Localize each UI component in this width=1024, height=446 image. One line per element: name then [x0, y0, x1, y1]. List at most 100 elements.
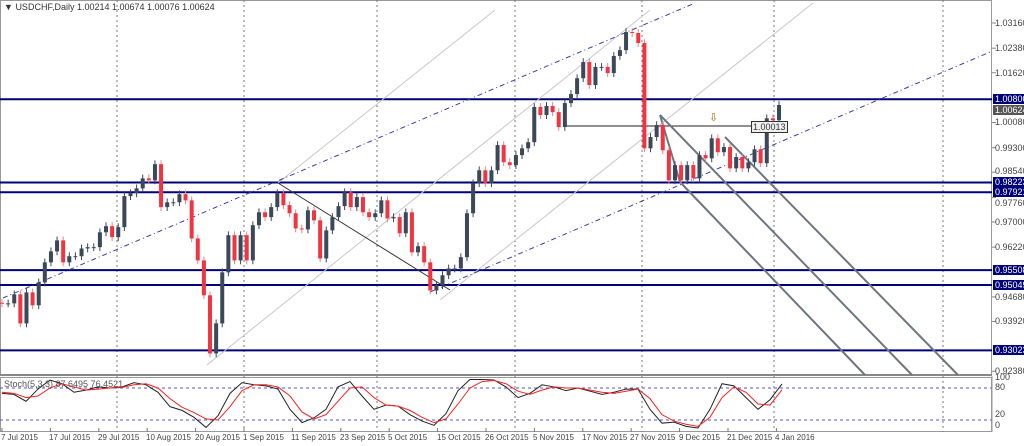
bull-candle [464, 213, 469, 258]
bear-candle [0, 302, 4, 304]
price-chart [0, 0, 996, 376]
bull-candle [12, 294, 17, 304]
bear-candle [232, 235, 237, 261]
date-label: 15 Oct 2015 [437, 433, 481, 442]
symbol-title: USDCHF,Daily [15, 2, 75, 12]
date-label: 26 Oct 2015 [485, 433, 529, 442]
bull-candle [446, 268, 451, 276]
date-label: 23 Sep 2015 [340, 433, 386, 442]
current-price-label: 1.00624 [993, 105, 1024, 115]
lower-channel-line [429, 51, 991, 293]
bull-candle [104, 226, 109, 233]
parallel-line [439, 2, 814, 301]
bull-candle [79, 248, 84, 257]
stoch-tick-label: 80 [995, 382, 1006, 392]
bull-candle [97, 232, 102, 248]
bull-candle [458, 257, 463, 269]
bull-candle [36, 282, 41, 306]
date-label: 5 Oct 2015 [388, 433, 428, 442]
bull-candle [330, 217, 335, 231]
bull-candle [434, 285, 439, 291]
bull-candle [624, 32, 629, 51]
bear-candle [728, 147, 733, 169]
bull-candle [256, 212, 261, 226]
bull-candle [777, 105, 781, 121]
bear-candle [189, 200, 194, 239]
bear-candle [501, 145, 506, 163]
bull-candle [67, 256, 72, 263]
bull-candle [416, 246, 421, 253]
bear-candle [636, 33, 641, 44]
bull-candle [746, 162, 751, 169]
bull-candle [214, 323, 219, 354]
bull-candle [122, 196, 127, 228]
level-price-label: 0.95049 [993, 280, 1024, 290]
pitchfork-line [659, 114, 913, 376]
bear-candle [110, 226, 115, 238]
bull-candle [520, 148, 525, 156]
bull-candle [177, 194, 182, 203]
y-tick-label: 1.02380 [995, 43, 1024, 53]
chart-title: ▼ USDCHF,Daily 1.00214 1.00674 1.00076 1… [4, 2, 215, 12]
bull-candle [73, 256, 78, 258]
date-label: 21 Dec 2015 [727, 433, 773, 442]
bear-candle [281, 193, 286, 206]
bull-candle [55, 240, 60, 252]
bull-candle [697, 155, 702, 179]
date-label: 29 Jul 2015 [98, 433, 140, 442]
bear-candle [201, 260, 206, 296]
bull-candle [562, 103, 567, 128]
bull-candle [324, 230, 329, 259]
stoch-frame [0, 377, 992, 432]
date-label: 7 Jul 2015 [1, 433, 38, 442]
bear-candle [538, 106, 543, 116]
bull-candle [275, 193, 280, 208]
upper-channel-line [2, 2, 696, 299]
y-tick-label: 0.92380 [995, 366, 1024, 376]
bull-candle [391, 217, 396, 219]
bull-candle [544, 106, 549, 116]
bear-candle [299, 228, 304, 230]
bear-candle [293, 213, 298, 229]
date-label: 5 Nov 2015 [533, 433, 574, 442]
bear-candle [312, 210, 317, 221]
stoch-title: Stoch(5,3,3) 87.6495 76.4521 [4, 379, 124, 389]
bear-candle [263, 212, 268, 218]
level-price-label: 0.97921 [993, 187, 1024, 197]
bull-candle [593, 66, 598, 86]
bull-candle [581, 62, 586, 79]
date-label: 4 Jan 2016 [775, 433, 815, 442]
bull-candle [336, 206, 341, 218]
bear-candle [691, 165, 696, 179]
bull-candle [764, 118, 769, 164]
pitchfork-line [724, 136, 959, 376]
down-arrow-icon[interactable]: ⇩ [709, 112, 719, 124]
bull-candle [342, 192, 347, 207]
stoch-signal-line [1, 380, 783, 427]
bear-candle [660, 125, 665, 151]
bear-candle [556, 112, 561, 128]
downtrend-line [277, 182, 451, 291]
bull-candle [575, 78, 580, 95]
collapse-triangle-icon[interactable]: ▼ [4, 2, 13, 12]
bull-candle [6, 303, 11, 305]
bull-candle [685, 165, 690, 181]
ohlc-values: 1.00214 1.00674 1.00076 1.00624 [76, 2, 215, 12]
stoch-tick-label: 20 [995, 409, 1006, 419]
bull-candle [165, 202, 170, 208]
bull-candle [85, 247, 90, 249]
bear-candle [146, 178, 151, 181]
bear-candle [483, 170, 488, 184]
bull-candle [220, 272, 225, 324]
bear-candle [287, 205, 292, 214]
date-label: 10 Aug 2015 [146, 433, 191, 442]
bull-candle [734, 157, 739, 169]
bull-candle [24, 292, 29, 324]
bear-candle [385, 200, 390, 219]
marker-price-label: 1.00013 [751, 121, 788, 133]
bull-candle [599, 66, 604, 68]
